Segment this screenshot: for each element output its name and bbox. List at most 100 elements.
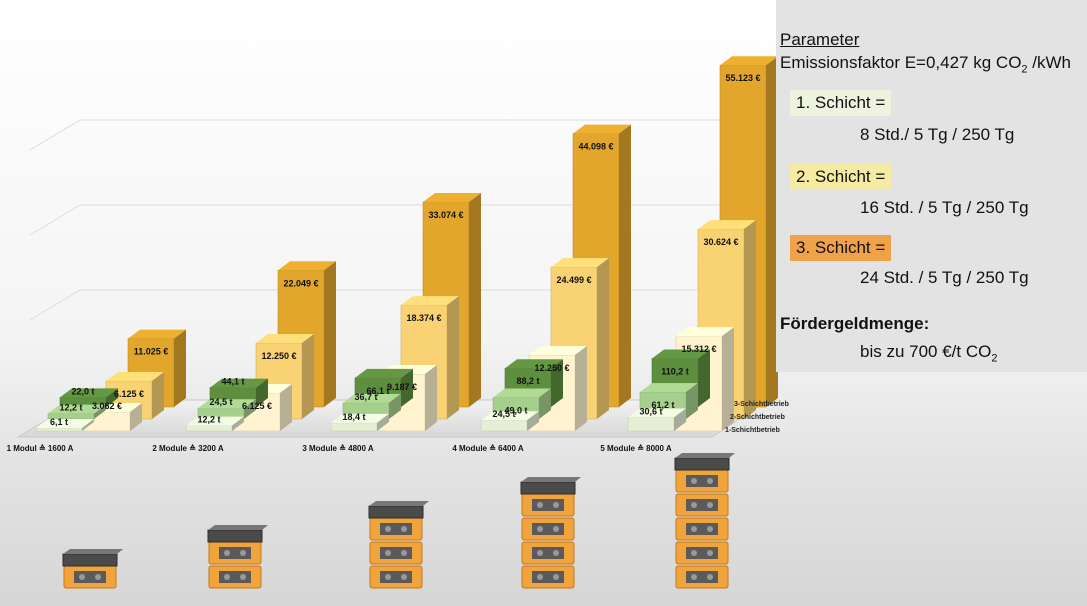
bar-s2-c3-top: [505, 359, 563, 369]
bar-s0-c2-front: [330, 422, 378, 432]
fan-icon: [553, 550, 559, 556]
bar-s0-c4-front: [627, 417, 675, 432]
bar-s0-c1: [185, 416, 244, 432]
bar-s5-c4-side: [766, 56, 778, 408]
module-stack-4: [674, 453, 735, 589]
depth-label-1: 2-Schichtbetrieb: [730, 414, 785, 421]
data-label-s0-c3: 24,5 t: [492, 409, 515, 419]
data-label-s2-c4: 110,2 t: [661, 367, 689, 377]
bar-s4-c4-top: [698, 220, 756, 230]
bars-layer: [35, 56, 778, 432]
data-label-s4-c2: 18.374 €: [406, 313, 441, 323]
bar-s0-c3-front: [480, 419, 528, 432]
gridlines: [29, 119, 770, 321]
module-lid-top: [675, 453, 735, 458]
bar-s3-c4-side: [722, 327, 734, 431]
bar-s2-c3-side: [551, 359, 563, 407]
module-fan: [532, 499, 564, 511]
funding-value: bis zu 700 €/t CO2: [860, 342, 997, 364]
bar-s3-c4-top: [676, 327, 734, 337]
fan-icon: [707, 526, 713, 532]
fan-icon: [95, 574, 101, 580]
module-lid: [674, 457, 730, 471]
bar-s2-c0-side: [106, 388, 118, 407]
data-label-s2-c1: 44,1 t: [221, 377, 244, 387]
module-stack-0: [62, 549, 123, 589]
bar-s4-c3-top: [551, 258, 609, 268]
labels-layer: 11.025 € 22.049 € 33.074 € 44.098 € 55.123 €…: [7, 73, 789, 453]
fan-icon: [401, 550, 407, 556]
data-label-s0-c4: 30,6 t: [639, 407, 662, 417]
bar-s0-c2: [330, 413, 389, 432]
gridline-depth: [29, 289, 81, 321]
bar-s4-c1-top: [256, 334, 314, 344]
bar-s4-c0-side: [152, 372, 164, 419]
data-label-s4-c1: 12.250 €: [261, 351, 296, 361]
bar-s0-c1-top: [186, 416, 244, 426]
fan-icon: [385, 550, 391, 556]
bar-s1-c1-top: [198, 399, 256, 409]
module-stack-3: [520, 477, 581, 589]
bar-s3-c3-side: [575, 346, 587, 431]
data-label-s2-c0: 22,0 t: [71, 386, 94, 396]
data-label-s5-c1: 22.049 €: [283, 278, 318, 288]
fan-icon: [537, 502, 543, 508]
bar-s1-c1: [197, 399, 256, 420]
bar-s5-c1-top: [278, 261, 336, 271]
module-lid-top: [369, 501, 429, 506]
fan-icon: [691, 502, 697, 508]
fan-icon: [537, 574, 543, 580]
fan-icon: [691, 550, 697, 556]
bar-s5-c2-side: [469, 192, 481, 407]
bar-s0-c3: [480, 411, 539, 432]
bar-s1-c3: [492, 388, 551, 420]
module-fan: [686, 547, 718, 559]
data-label-s2-c3: 88,2 t: [516, 376, 539, 386]
data-label-s3-c1: 6.125 €: [242, 401, 272, 411]
bar-s1-c2-side: [389, 393, 401, 419]
bar-s5-c0-side: [174, 329, 186, 407]
module-fan: [74, 571, 106, 583]
bar-s0-c4-top: [628, 408, 686, 418]
bar-s1-c0-top: [48, 404, 106, 414]
bar-s1-c3-side: [539, 388, 551, 419]
bar-s2-c0: [59, 388, 118, 408]
shift-1-detail: 8 Std./ 5 Tg / 250 Tg: [860, 125, 1015, 144]
bar-s5-c3-side: [619, 124, 631, 407]
bar-s2-c2-top: [355, 368, 413, 378]
category-label-3: 4 Module ≙ 6400 A: [452, 444, 524, 453]
bar-s0-c3-side: [527, 411, 539, 431]
bar-s2-c2-side: [401, 368, 413, 407]
bar-s3-c3-top: [529, 346, 587, 356]
bar-s0-c1-front: [185, 425, 233, 432]
bar-s0-c0: [35, 419, 94, 432]
fan-icon: [691, 478, 697, 484]
fan-icon: [240, 550, 246, 556]
bar-s5-c4-top: [720, 56, 778, 66]
data-label-s1-c1: 24,5 t: [209, 397, 232, 407]
bar-s0-c0-top: [36, 419, 94, 428]
module-lid: [520, 481, 576, 495]
bar-s4-c2-side: [447, 296, 459, 419]
fan-icon: [224, 550, 230, 556]
bar-s4-c2-top: [401, 296, 459, 306]
module-fan: [380, 547, 412, 559]
module-fan: [686, 523, 718, 535]
module-illustrations: [62, 453, 735, 589]
data-label-s3-c3: 12.250 €: [534, 363, 569, 373]
fan-icon: [537, 550, 543, 556]
module-fan: [686, 571, 718, 583]
data-label-s1-c0: 12,2 t: [59, 403, 82, 413]
parameter-title: Parameter: [780, 30, 860, 49]
fan-icon: [691, 574, 697, 580]
funding-subscript: 2: [991, 352, 998, 365]
data-label-s0-c2: 18,4 t: [342, 412, 365, 422]
bar-s0-c3-top: [481, 411, 539, 421]
bar-s3-c0-side: [130, 403, 142, 431]
module-lid-top: [208, 525, 268, 530]
bar-s0-c4: [627, 408, 686, 432]
bar-s5-c1-side: [324, 261, 336, 407]
fan-icon: [224, 574, 230, 580]
emission-unit: /kWh: [1027, 53, 1071, 72]
category-label-0: 1 Modul ≙ 1600 A: [7, 444, 74, 453]
